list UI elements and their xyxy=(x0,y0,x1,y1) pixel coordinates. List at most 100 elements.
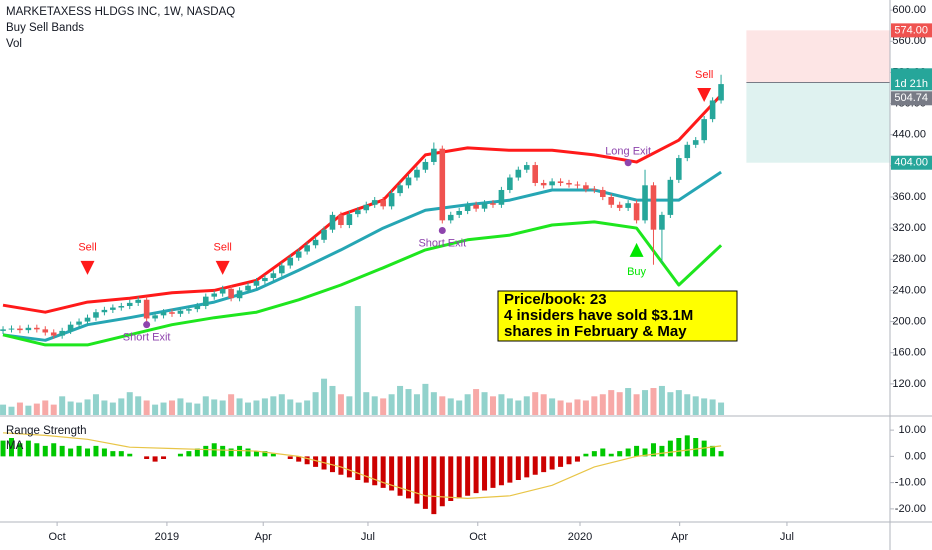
volume-bar xyxy=(371,396,378,415)
position-stop-zone xyxy=(746,30,890,83)
strength-bar xyxy=(110,451,116,457)
volume-bar xyxy=(211,399,218,415)
candle-body xyxy=(312,239,319,246)
candle-body xyxy=(507,177,513,190)
volume-bar xyxy=(50,404,57,415)
candle-body xyxy=(431,148,437,162)
y-tick-label: 320.00 xyxy=(892,222,926,234)
strength-bar xyxy=(262,451,268,457)
volume-bar xyxy=(160,402,167,415)
strength-bar xyxy=(448,456,454,501)
x-tick-label: Jul xyxy=(780,531,794,543)
candle-body xyxy=(321,229,327,240)
volume-bar xyxy=(413,394,420,415)
candle-body xyxy=(599,189,606,197)
candle-body xyxy=(380,200,386,207)
strength-bar xyxy=(372,456,378,486)
strength-bar xyxy=(676,438,682,457)
candle-body xyxy=(583,185,589,190)
volume-bar xyxy=(33,403,40,415)
candle-body xyxy=(93,312,99,318)
strength-bar xyxy=(558,456,564,467)
volume-bar xyxy=(304,400,311,415)
indicator-label: Buy Sell Bands xyxy=(6,22,84,34)
candle-body xyxy=(118,305,125,308)
candle-body xyxy=(608,196,615,205)
candle-body xyxy=(186,309,192,311)
strength-bar xyxy=(659,445,665,457)
volume-bar xyxy=(540,394,547,415)
candle-body xyxy=(481,203,488,209)
volume-bar xyxy=(633,394,640,415)
volume-bar xyxy=(270,396,277,415)
strength-bar xyxy=(422,456,428,509)
candle-body xyxy=(8,328,15,330)
volume-bar xyxy=(101,400,108,415)
strength-bar xyxy=(608,453,614,457)
volume-bar xyxy=(489,396,496,415)
countdown-label: 1d 21h xyxy=(894,78,928,90)
volume-bar xyxy=(219,400,226,415)
candle-body xyxy=(245,285,251,291)
strength-bar xyxy=(304,456,310,465)
volume-bar xyxy=(16,402,23,415)
volume-bar xyxy=(245,402,252,415)
candle-body xyxy=(228,288,234,299)
candle-body xyxy=(304,245,310,252)
volume-bar xyxy=(692,396,699,415)
strength-bar xyxy=(617,451,623,457)
target-label-bg xyxy=(891,155,932,170)
strength-bar xyxy=(524,456,530,478)
volume-bar xyxy=(67,401,74,415)
y-tick-label: 280.00 xyxy=(892,253,926,265)
strength-bar xyxy=(406,456,412,499)
strength-bar xyxy=(76,445,82,457)
candle-body xyxy=(515,169,522,178)
strength-bar xyxy=(17,443,23,457)
strength-bar xyxy=(541,456,547,473)
candle-body xyxy=(253,281,260,286)
candle-body xyxy=(540,182,547,186)
candle-body xyxy=(574,184,581,186)
signal-label: Buy xyxy=(627,266,646,278)
candle-body xyxy=(135,299,141,303)
candle-body xyxy=(278,265,285,274)
candle-body xyxy=(143,299,150,319)
strength-bar xyxy=(338,456,344,475)
strength-bar xyxy=(101,448,107,457)
volume-bar xyxy=(363,392,370,415)
strength-bar xyxy=(718,451,724,457)
strength-bar xyxy=(642,448,648,457)
strength-bar xyxy=(650,443,656,457)
strength-bar xyxy=(363,456,369,483)
volume-bar xyxy=(295,402,302,415)
y-tick-label: 440.00 xyxy=(892,129,926,141)
candle-body xyxy=(667,179,674,215)
strength-bar xyxy=(8,438,14,457)
candle-body xyxy=(498,189,505,205)
candle-body xyxy=(110,307,116,310)
candle-body xyxy=(34,327,40,330)
strength-bar xyxy=(228,448,234,457)
volume-bar xyxy=(430,392,437,415)
y-tick-label: 240.00 xyxy=(892,284,926,296)
candle-body xyxy=(447,214,454,221)
strength-bar xyxy=(397,456,403,496)
volume-bar xyxy=(667,392,674,415)
volume-bar xyxy=(354,306,361,415)
volume-bar xyxy=(59,396,66,415)
target-label: 404.00 xyxy=(894,157,928,169)
candle-body xyxy=(371,200,378,205)
volume-bar xyxy=(481,392,488,415)
volume-bar xyxy=(329,385,336,415)
candle-body xyxy=(59,330,65,336)
signal-label: Sell xyxy=(213,242,231,254)
volume-bar xyxy=(236,398,243,415)
strength-bar xyxy=(549,456,555,470)
strength-bar xyxy=(591,451,597,457)
y-tick-label: -20.00 xyxy=(895,503,926,515)
stop-label: 574.00 xyxy=(894,24,928,36)
strength-bar xyxy=(194,448,200,457)
strength-bar xyxy=(507,456,513,483)
y-tick-label: 560.00 xyxy=(892,35,926,47)
